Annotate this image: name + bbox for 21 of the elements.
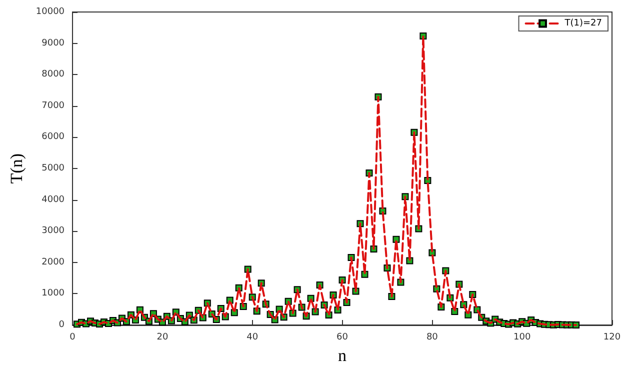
- x-tick-label: 0: [70, 332, 76, 342]
- y-axis-title: T(n): [7, 153, 26, 184]
- y-tick-label: 5000: [42, 164, 65, 174]
- x-tick-label: 80: [426, 332, 438, 342]
- x-tick-label: 100: [513, 332, 531, 342]
- legend-label: T(1)=27: [564, 18, 602, 28]
- y-tick-label: 10000: [36, 7, 65, 17]
- y-tick-label: 0: [58, 320, 65, 330]
- y-tick-label: 1000: [42, 288, 65, 299]
- y-tick-label: 3000: [42, 226, 65, 236]
- x-tick-label: 60: [336, 332, 348, 342]
- y-tick-label: 7000: [42, 100, 65, 111]
- y-tick-label: 4000: [42, 194, 65, 205]
- x-tick-label: 40: [246, 332, 258, 342]
- x-tick-label: 20: [156, 332, 168, 342]
- y-tick-label: 8000: [42, 70, 65, 80]
- y-tick-label: 9000: [42, 38, 65, 48]
- y-tick-label: 6000: [42, 132, 65, 142]
- x-tick-label: 120: [603, 332, 621, 342]
- x-axis-title: n: [338, 346, 348, 365]
- y-tick-label: 2000: [42, 257, 65, 268]
